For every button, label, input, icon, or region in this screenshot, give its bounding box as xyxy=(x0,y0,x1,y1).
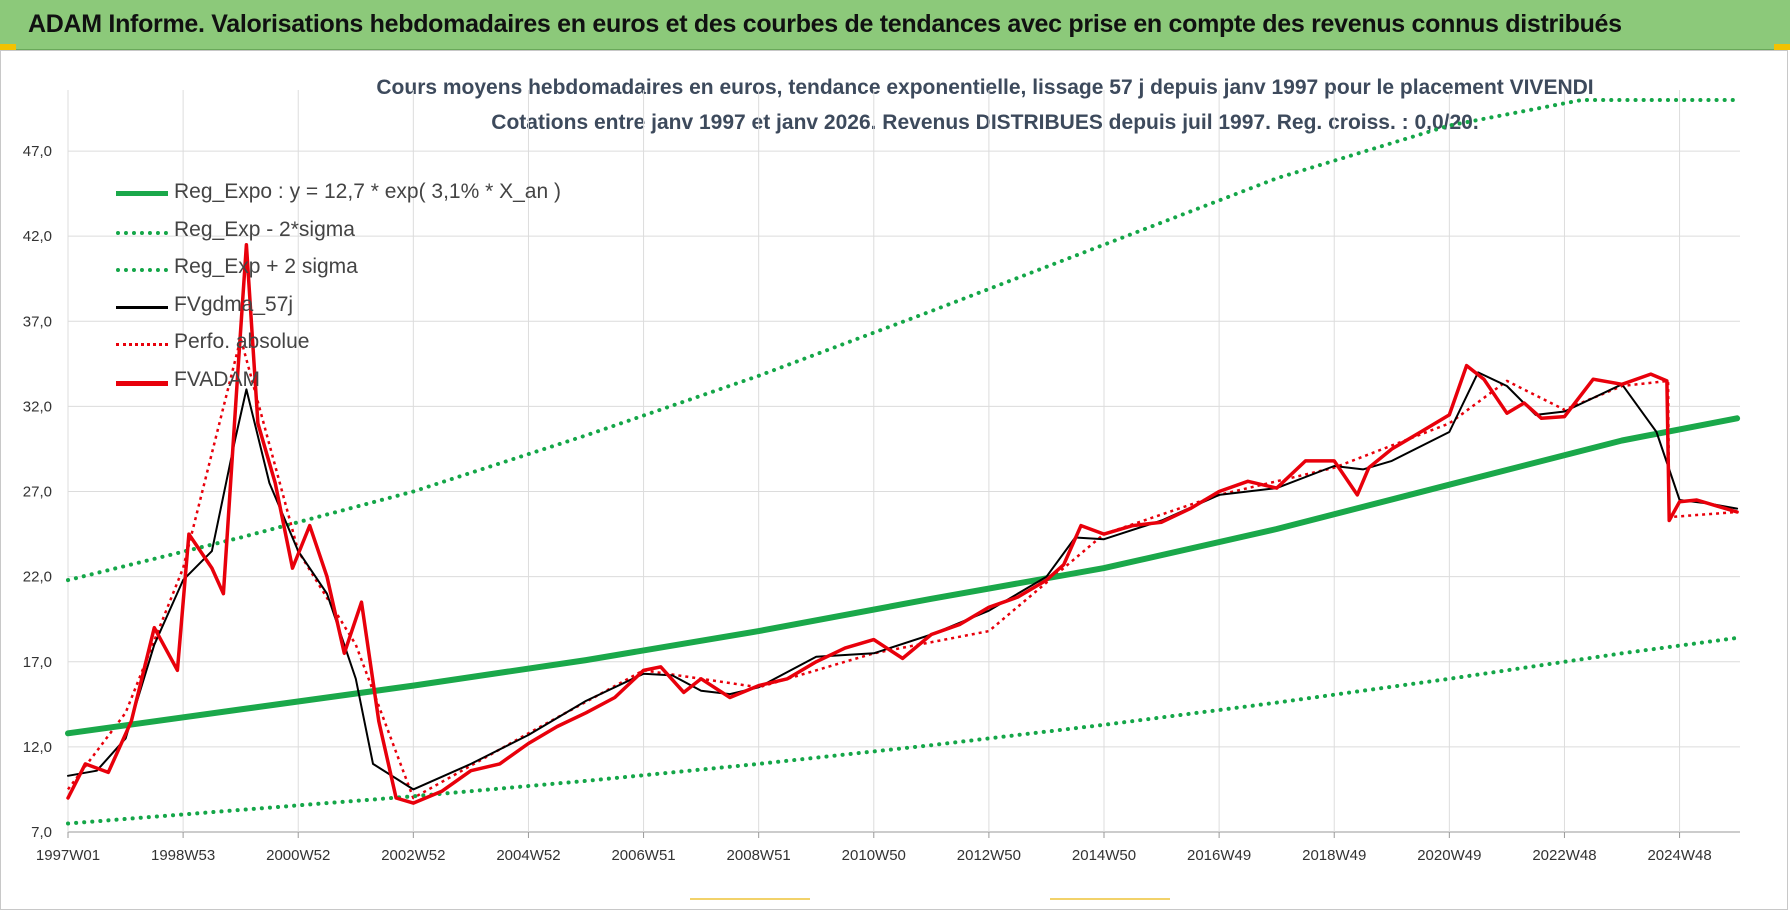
corner-marker xyxy=(1774,44,1790,50)
legend-swatch-solid-red xyxy=(116,380,168,386)
legend-swatch-dotted-green xyxy=(116,230,168,235)
y-tick-label: 27,0 xyxy=(23,484,52,501)
x-tick-label: 2020W49 xyxy=(1417,847,1481,864)
legend-swatch-dotted-red xyxy=(116,343,168,346)
chart-frame xyxy=(0,50,1788,910)
y-tick-label: 22,0 xyxy=(23,569,52,586)
y-tick-label: 42,0 xyxy=(23,228,52,245)
x-tick-label: 2014W50 xyxy=(1072,847,1136,864)
x-tick-label: 2024W48 xyxy=(1647,847,1711,864)
x-tick-label: 2010W50 xyxy=(842,847,906,864)
x-tick-label: 2012W50 xyxy=(957,847,1021,864)
corner-marker xyxy=(0,44,16,50)
x-tick-label: 1998W53 xyxy=(151,847,215,864)
series-line-3 xyxy=(67,371,1739,791)
bottom-marker xyxy=(1050,898,1170,900)
series-line-5 xyxy=(66,242,1739,805)
legend-label: FVADAM xyxy=(174,367,260,391)
header-bar: ADAM Informe. Valorisations hebdomadaire… xyxy=(0,0,1790,50)
x-tick-label: 1997W01 xyxy=(36,847,100,864)
legend-label: FVgdma_57j xyxy=(174,292,294,316)
series-line-4 xyxy=(67,337,1738,800)
y-tick-label: 32,0 xyxy=(23,398,52,415)
y-tick-label: 12,0 xyxy=(23,739,52,756)
legend-swatch-solid-green xyxy=(116,191,168,196)
bottom-marker xyxy=(690,898,810,900)
x-tick-label: 2000W52 xyxy=(266,847,330,864)
x-tick-label: 2006W51 xyxy=(611,847,675,864)
series-line-1 xyxy=(66,635,1740,826)
series-line-2 xyxy=(66,98,1740,583)
legend-swatch-dotted-green xyxy=(116,268,168,272)
chart-title: Cours moyens hebdomadaires en euros, ten… xyxy=(376,76,1594,99)
series-line-0 xyxy=(65,415,1741,737)
y-tick-label: 37,0 xyxy=(23,313,52,330)
x-tick-label: 2002W52 xyxy=(381,847,445,864)
chart-subtitle: Cotations entre janv 1997 et janv 2026. … xyxy=(491,111,1479,134)
y-tick-label: 17,0 xyxy=(23,654,52,671)
x-tick-label: 2018W49 xyxy=(1302,847,1366,864)
y-tick-label: 7,0 xyxy=(31,824,52,841)
x-tick-label: 2016W49 xyxy=(1187,847,1251,864)
legend-label: Reg_Expo : y = 12,7 * exp( 3,1% * X_an ) xyxy=(174,180,561,203)
header-title: ADAM Informe. Valorisations hebdomadaire… xyxy=(28,10,1622,38)
legend-label: Reg_Exp + 2 sigma xyxy=(174,255,358,278)
y-tick-label: 47,0 xyxy=(23,143,52,160)
x-tick-label: 2004W52 xyxy=(496,847,560,864)
x-tick-label: 2022W48 xyxy=(1532,847,1596,864)
x-tick-label: 2008W51 xyxy=(727,847,791,864)
legend-swatch-solid-black xyxy=(116,305,168,309)
legend-label: Reg_Exp - 2*sigma xyxy=(174,217,355,241)
legend-label: Perfo. absolue xyxy=(174,330,310,353)
